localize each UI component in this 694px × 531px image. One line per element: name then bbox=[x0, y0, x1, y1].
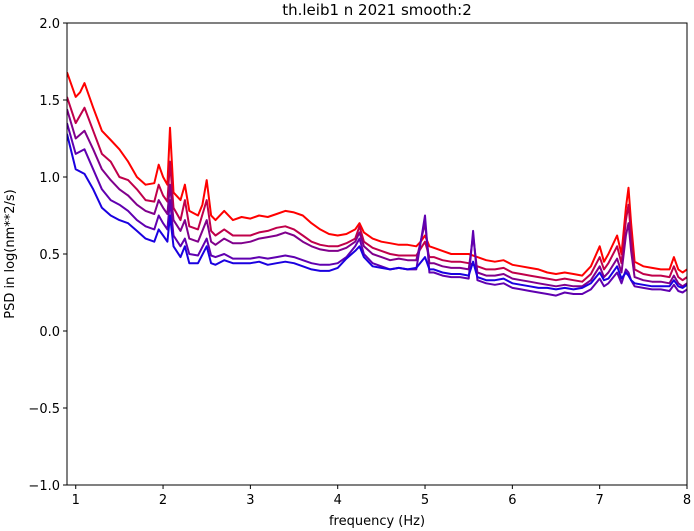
series-line-1 bbox=[67, 71, 687, 277]
y-tick-label: −1.0 bbox=[28, 479, 60, 494]
y-tick-label: 2.0 bbox=[39, 17, 60, 32]
series-line-5 bbox=[67, 133, 687, 291]
x-tick-label: 3 bbox=[246, 493, 254, 508]
x-tick-label: 7 bbox=[596, 493, 604, 508]
x-tick-label: 5 bbox=[421, 493, 429, 508]
series-layer bbox=[67, 71, 687, 297]
y-tick-label: 0.5 bbox=[39, 248, 60, 263]
y-tick-label: 1.5 bbox=[39, 94, 60, 109]
x-tick-label: 1 bbox=[72, 493, 80, 508]
x-axis-label: frequency (Hz) bbox=[329, 514, 425, 529]
x-tick-label: 6 bbox=[508, 493, 516, 508]
y-axis: −1.0 −0.5 0.0 0.5 1.0 1.5 2.0 bbox=[28, 17, 67, 494]
x-tick-label: 2 bbox=[159, 493, 167, 508]
series-line-2 bbox=[67, 96, 687, 283]
y-tick-label: 1.0 bbox=[39, 171, 60, 186]
x-tick-label: 8 bbox=[683, 493, 691, 508]
chart-title: th.leib1 n 2021 smooth:2 bbox=[282, 1, 472, 19]
y-axis-label: PSD in log(nm**2/s) bbox=[3, 189, 18, 319]
y-tick-label: −0.5 bbox=[28, 402, 60, 417]
y-tick-label: 0.0 bbox=[39, 325, 60, 340]
x-tick-label: 4 bbox=[334, 493, 342, 508]
x-axis: 1 2 3 4 5 6 7 8 bbox=[72, 485, 691, 508]
series-line-3 bbox=[67, 108, 687, 288]
